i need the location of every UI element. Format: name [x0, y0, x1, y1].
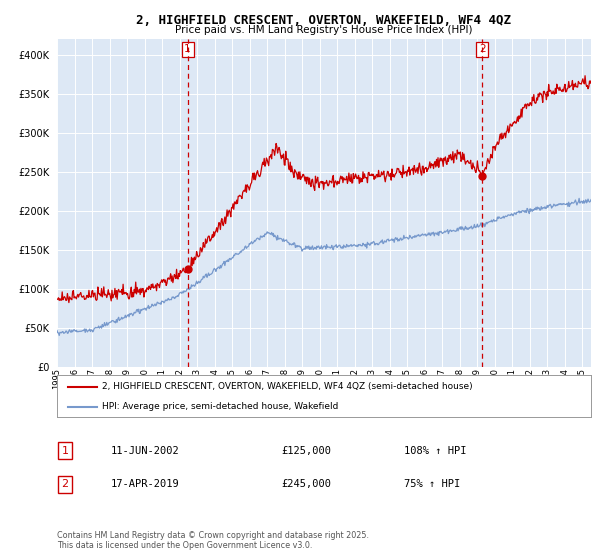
Text: 1: 1 — [184, 44, 191, 54]
Text: 2, HIGHFIELD CRESCENT, OVERTON, WAKEFIELD, WF4 4QZ (semi-detached house): 2, HIGHFIELD CRESCENT, OVERTON, WAKEFIEL… — [103, 382, 473, 391]
Text: 2: 2 — [61, 479, 68, 489]
Text: 108% ↑ HPI: 108% ↑ HPI — [404, 446, 467, 456]
Text: £125,000: £125,000 — [281, 446, 331, 456]
Text: Contains HM Land Registry data © Crown copyright and database right 2025.
This d: Contains HM Land Registry data © Crown c… — [57, 530, 369, 550]
Text: 11-JUN-2002: 11-JUN-2002 — [110, 446, 179, 456]
Text: 2, HIGHFIELD CRESCENT, OVERTON, WAKEFIELD, WF4 4QZ: 2, HIGHFIELD CRESCENT, OVERTON, WAKEFIEL… — [137, 14, 511, 27]
Text: 2: 2 — [479, 44, 485, 54]
Text: £245,000: £245,000 — [281, 479, 331, 489]
Text: Price paid vs. HM Land Registry's House Price Index (HPI): Price paid vs. HM Land Registry's House … — [175, 25, 473, 35]
Text: 17-APR-2019: 17-APR-2019 — [110, 479, 179, 489]
Bar — [188, 39, 482, 367]
Text: HPI: Average price, semi-detached house, Wakefield: HPI: Average price, semi-detached house,… — [103, 402, 339, 411]
Text: 75% ↑ HPI: 75% ↑ HPI — [404, 479, 460, 489]
Text: 1: 1 — [62, 446, 68, 456]
